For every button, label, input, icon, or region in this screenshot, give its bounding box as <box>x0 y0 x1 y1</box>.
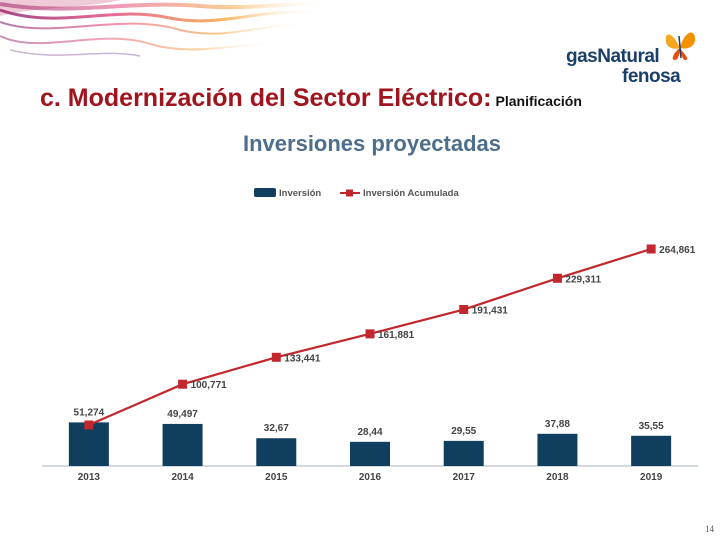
legend-swatch-inversion <box>254 188 276 197</box>
bar-label-2016: 28,44 <box>357 427 382 438</box>
line-point-2013 <box>84 420 94 430</box>
logo-text-line2: fenosa <box>622 66 681 87</box>
line-label-2015: 133,441 <box>284 353 321 364</box>
bar-label-2015: 32,67 <box>264 423 289 434</box>
bar-2018 <box>537 433 578 466</box>
bar-2015 <box>256 438 297 466</box>
logo-text-line1: gasNatural <box>566 46 660 67</box>
bar-2014 <box>162 423 203 466</box>
bar-2013 <box>68 422 109 466</box>
legend-label-cumulative: Inversión Acumulada <box>363 188 459 199</box>
bar-2019 <box>631 435 672 466</box>
line-label-2016: 161,881 <box>378 330 415 341</box>
line-label-2019: 264,861 <box>659 245 696 256</box>
slide-title: c. Modernización del Sector Eléctrico: Pl… <box>40 84 582 113</box>
bar-2016 <box>350 441 390 466</box>
line-label-2017: 191,431 <box>472 306 509 317</box>
x-tick-2017: 2017 <box>453 472 476 483</box>
x-tick-2014: 2014 <box>171 472 194 483</box>
line-point-2015 <box>271 352 281 362</box>
slide-title-sub: Planificación <box>495 93 582 109</box>
company-logo: gasNatural fenosa <box>560 28 710 88</box>
page-number: 14 <box>705 524 714 534</box>
butterfly-icon <box>665 32 696 61</box>
decorative-swirl <box>0 0 330 57</box>
bar-2017 <box>443 440 484 466</box>
chart-title: Inversiones proyectadas <box>243 131 502 156</box>
x-tick-2019: 2019 <box>640 472 663 483</box>
line-point-2019 <box>646 244 656 254</box>
bar-label-2013: 51,274 <box>74 407 105 418</box>
line-point-2018 <box>552 273 562 283</box>
x-tick-2018: 2018 <box>546 472 569 483</box>
slide-title-main: c. Modernización del Sector Eléctrico: <box>40 84 492 112</box>
bar-label-2014: 49,497 <box>167 409 198 420</box>
x-tick-2013: 2013 <box>78 472 101 483</box>
line-point-2014 <box>178 379 188 389</box>
x-tick-2016: 2016 <box>359 472 382 483</box>
line-point-2017 <box>459 305 469 315</box>
bar-label-2017: 29,55 <box>451 426 476 437</box>
line-point-2016 <box>365 329 375 339</box>
line-label-2014: 100,771 <box>191 380 228 391</box>
bar-label-2019: 35,55 <box>639 421 664 432</box>
bar-label-2018: 37,88 <box>545 419 570 430</box>
line-label-2018: 229,311 <box>565 274 601 285</box>
legend-label-inversion: Inversión <box>279 188 321 199</box>
legend-marker-line <box>346 189 353 197</box>
x-tick-2015: 2015 <box>265 472 288 483</box>
